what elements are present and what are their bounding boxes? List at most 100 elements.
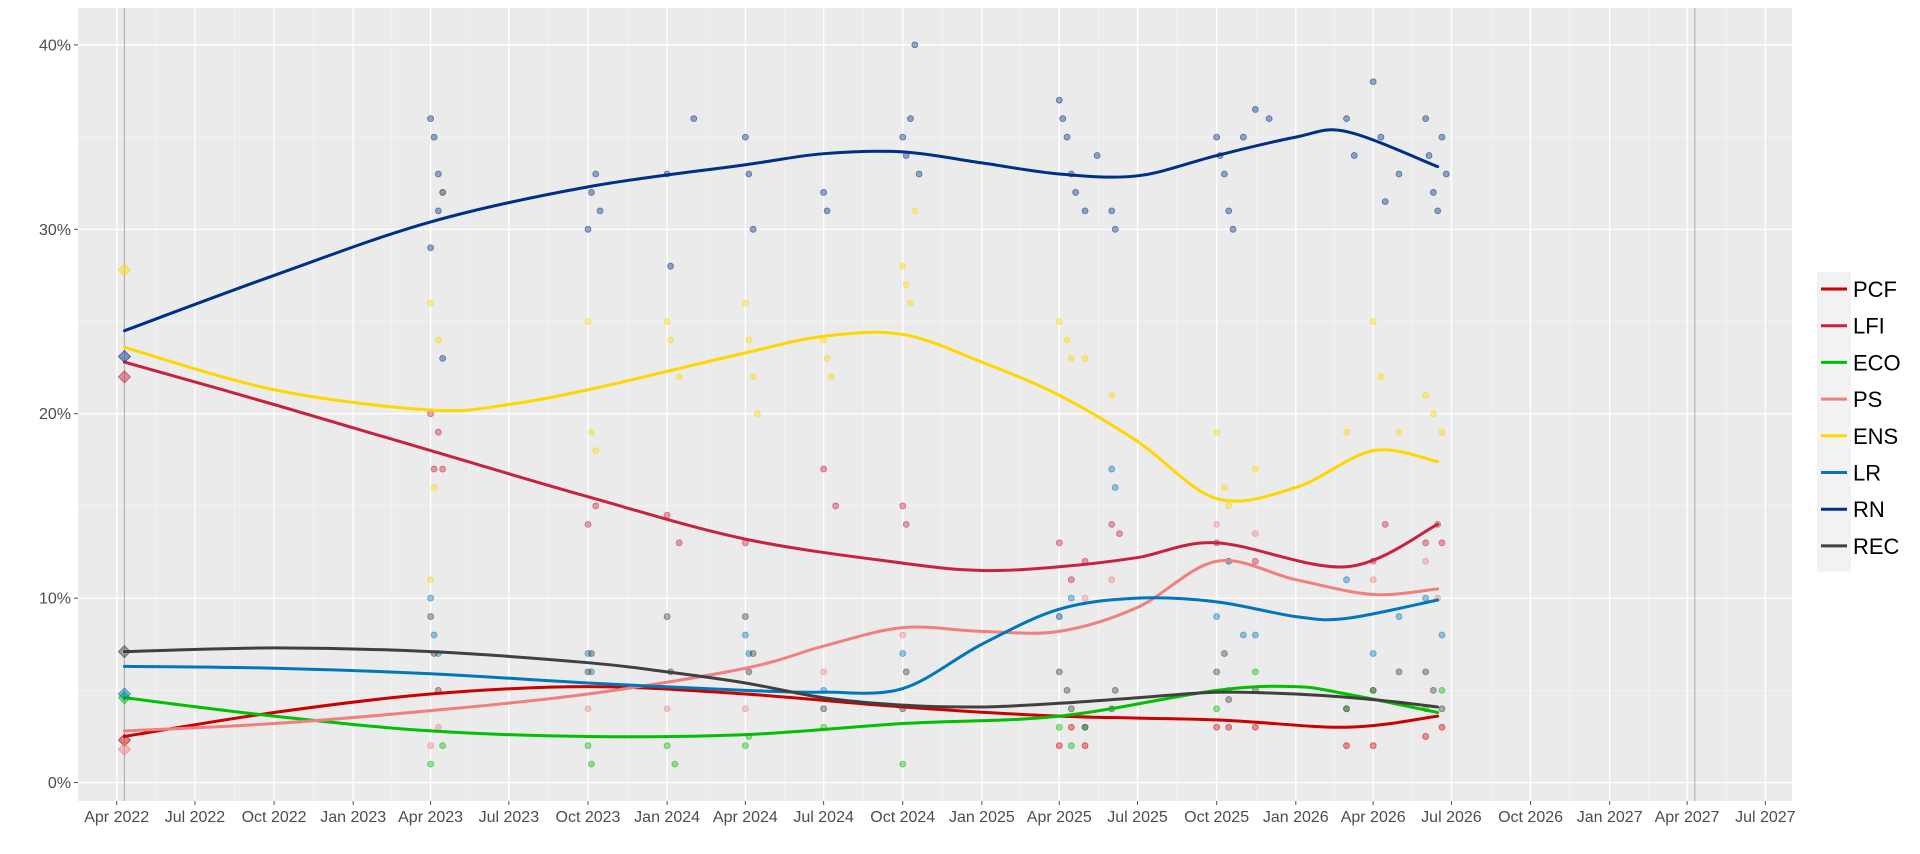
poll-point-eco <box>741 742 749 750</box>
poll-point-pcf <box>1055 742 1063 750</box>
x-tick-label: Oct 2024 <box>870 809 935 826</box>
poll-point-rn <box>1055 96 1063 104</box>
poll-point-lr <box>899 650 907 657</box>
panel-background <box>78 8 1792 801</box>
poll-point-ens <box>741 299 749 307</box>
poll-point-lr <box>588 668 595 676</box>
poll-point-rn <box>1225 207 1233 215</box>
poll-point-rn <box>820 189 828 196</box>
poll-point-rn <box>1063 133 1071 141</box>
poll-point-pcf <box>1213 723 1221 731</box>
poll-point-rn <box>823 207 831 215</box>
poll-point-pcf <box>1343 742 1350 750</box>
poll-point-lr <box>1239 631 1247 639</box>
poll-point-lfi <box>832 502 840 510</box>
poll-point-rec <box>1429 686 1437 694</box>
legend-label-pcf: PCF <box>1853 277 1897 302</box>
poll-point-rn <box>1425 152 1433 159</box>
poll-point-ens <box>754 410 761 418</box>
poll-point-lfi <box>1108 520 1116 528</box>
poll-point-pcf <box>1251 723 1259 731</box>
poll-point-lr <box>1108 465 1116 473</box>
poll-point-rec <box>902 668 910 676</box>
election-result-pcf <box>117 733 132 747</box>
poll-point-ens <box>1343 428 1350 436</box>
legend-label-lfi: LFI <box>1853 314 1885 339</box>
poll-point-rn <box>592 170 600 178</box>
poll-point-eco <box>584 742 592 750</box>
poll-point-rec <box>1055 668 1063 676</box>
x-tick-label: Jul 2022 <box>165 809 226 826</box>
trend-lines <box>122 128 1440 739</box>
poll-point-rec <box>749 650 757 657</box>
poll-point-ens <box>1251 465 1259 473</box>
election-markers <box>117 263 132 757</box>
poll-point-eco <box>439 742 447 750</box>
poll-point-rn <box>1422 115 1430 123</box>
poll-point-rn <box>1381 198 1389 206</box>
poll-point-rn <box>1213 133 1221 141</box>
poll-point-lfi <box>1438 539 1446 547</box>
poll-point-rn <box>1395 170 1403 178</box>
poll-point-rn <box>1429 189 1437 196</box>
poll-point-rn <box>1081 207 1089 215</box>
poll-point-lfi <box>675 539 683 547</box>
y-tick-label: 0% <box>48 775 71 792</box>
legend: PCF LFI ECO PS ENS LR RN REC <box>1817 272 1901 572</box>
poll-point-eco <box>1213 705 1221 713</box>
poll-point-lfi <box>820 465 828 473</box>
x-tick-label: Apr 2024 <box>713 809 778 826</box>
poll-point-lr <box>1213 613 1221 620</box>
x-tick-label: Jul 2024 <box>793 809 854 826</box>
poll-point-ps <box>434 723 442 731</box>
legend-key-background <box>1817 272 1851 572</box>
legend-label-rec: REC <box>1853 534 1900 559</box>
trend-line-rn <box>122 128 1440 333</box>
poll-point-rn <box>596 207 604 215</box>
poll-point-rn <box>434 207 442 215</box>
poll-point-ens <box>1377 373 1385 381</box>
poll-point-ens <box>1055 318 1063 325</box>
poll-point-rec <box>588 650 595 657</box>
poll-point-rn <box>1434 207 1442 215</box>
poll-point-lfi <box>592 502 600 510</box>
poll-point-rec <box>1395 668 1403 676</box>
x-tick-label: Jan 2027 <box>1577 809 1643 826</box>
x-tick-label: Oct 2025 <box>1184 809 1249 826</box>
poll-point-lr <box>1395 613 1403 620</box>
poll-point-rn <box>667 262 674 270</box>
poll-point-ens <box>1067 354 1075 362</box>
poll-point-pcf <box>1369 742 1377 750</box>
poll-point-ens <box>667 336 674 344</box>
poll-point-rn <box>741 133 749 141</box>
poll-point-rn <box>915 170 923 178</box>
poll-point-rec <box>1213 668 1221 676</box>
poll-point-rn <box>1438 133 1446 141</box>
poll-point-ens <box>1108 391 1116 399</box>
poll-point-ens <box>1220 484 1228 491</box>
poll-point-ens <box>1081 354 1089 362</box>
poll-point-lfi <box>584 520 592 528</box>
poll-point-ps <box>1081 594 1089 602</box>
legend-label-rn: RN <box>1853 497 1885 522</box>
plot-panel <box>78 8 1792 801</box>
poll-point-rec <box>1225 696 1233 703</box>
poll-point-ens <box>899 262 907 270</box>
poll-point-eco <box>588 760 595 768</box>
poll-point-rec <box>663 613 671 620</box>
poll-point-rec <box>1081 723 1089 731</box>
poll-point-rn <box>1072 189 1080 196</box>
election-result-rec <box>117 644 132 659</box>
poll-point-ens <box>1369 318 1377 325</box>
poll-point-rn <box>439 189 447 196</box>
trend-line-pcf <box>122 685 1440 738</box>
poll-point-ens <box>584 318 592 325</box>
poll-point-lr <box>430 631 438 639</box>
poll-point-rn <box>430 133 438 141</box>
poll-point-pcf <box>1067 723 1075 731</box>
poll-point-ens <box>1422 391 1430 399</box>
poll-point-lr <box>427 594 435 602</box>
poll-point-lfi <box>902 520 910 528</box>
poll-point-rn <box>1093 152 1101 159</box>
